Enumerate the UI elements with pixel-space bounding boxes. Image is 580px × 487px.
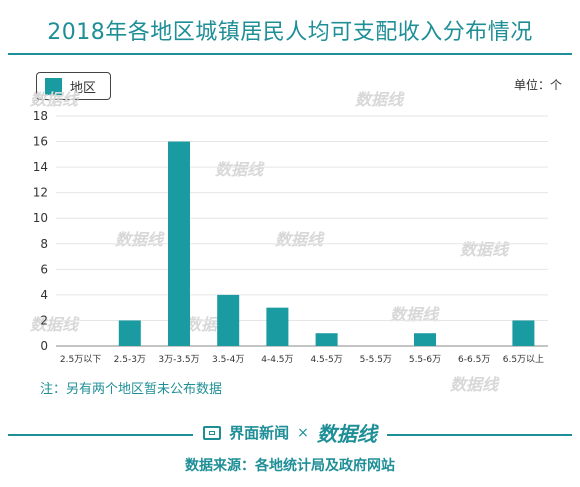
- x-tick-label-6: 5-5.5万: [360, 355, 392, 365]
- watermark-8: 数据线: [450, 375, 500, 394]
- legend-swatch: [45, 77, 62, 95]
- x-tick-label-1: 2.5-3万: [114, 355, 146, 365]
- unit-label: 单位：个: [513, 78, 562, 92]
- brand-group: 界面新闻 × 数据线: [193, 418, 387, 447]
- y-tick-label-5: 10: [33, 211, 48, 225]
- bar-2: [168, 141, 190, 346]
- x-tick-label-2: 3万-3.5万: [158, 355, 199, 365]
- x-tick-label-0: 2.5万以下: [60, 355, 101, 365]
- x-tick-label-3: 3.5-4万: [212, 355, 244, 365]
- watermark-9: 数据线: [30, 315, 80, 334]
- bar-3: [217, 294, 240, 346]
- x-tick-label-9: 6.5万以上: [503, 354, 544, 365]
- legend: 地区: [36, 72, 111, 100]
- x-tick-label-7: 5.5-6万: [409, 355, 441, 365]
- y-tick-label-1: 2: [40, 313, 48, 327]
- watermark-5: 数据线: [275, 230, 325, 249]
- watermark-1: 数据线: [355, 90, 405, 109]
- y-tick-label-6: 12: [33, 186, 48, 200]
- x-tick-label-5: 4.5-5万: [310, 355, 342, 365]
- bar-5: [315, 333, 338, 346]
- legend-label: 地区: [70, 80, 97, 96]
- times-sign: ×: [297, 424, 309, 441]
- y-tick-label-9: 18: [33, 109, 48, 123]
- x-tick-label-8: 6-6.5万: [458, 355, 490, 365]
- bar-1: [118, 320, 141, 346]
- bar-4: [266, 307, 289, 346]
- footnote: 注：另有两个地区暂未公布数据: [40, 382, 223, 397]
- y-tick-label-7: 14: [33, 160, 48, 174]
- y-tick-label-2: 4: [40, 288, 48, 302]
- watermark-0: 数据线: [30, 90, 80, 109]
- data-source: 数据来源：各地统计局及政府网站: [185, 458, 395, 474]
- partner-logo: 数据线: [316, 422, 377, 446]
- watermark-2: 数据线: [215, 160, 265, 179]
- bar-9: [512, 320, 535, 346]
- y-tick-label-8: 16: [33, 135, 48, 149]
- y-tick-label-0: 0: [40, 339, 48, 353]
- watermark-7: 数据线: [390, 305, 440, 324]
- watermark-4: 数据线: [115, 230, 165, 249]
- brand-row: 界面新闻 × 数据线: [0, 418, 580, 447]
- bar-7: [414, 333, 436, 346]
- x-tick-label-4: 4-4.5万: [261, 355, 293, 365]
- jiemian-logo-icon: [203, 425, 222, 440]
- chart-title: 2018年各地区城镇居民人均可支配收入分布情况: [47, 20, 533, 45]
- watermark-3: 数据线: [460, 240, 510, 259]
- y-tick-label-4: 8: [40, 237, 48, 251]
- brand-name: 界面新闻: [229, 424, 290, 442]
- y-tick-label-3: 6: [40, 262, 48, 276]
- title-divider: [8, 53, 572, 55]
